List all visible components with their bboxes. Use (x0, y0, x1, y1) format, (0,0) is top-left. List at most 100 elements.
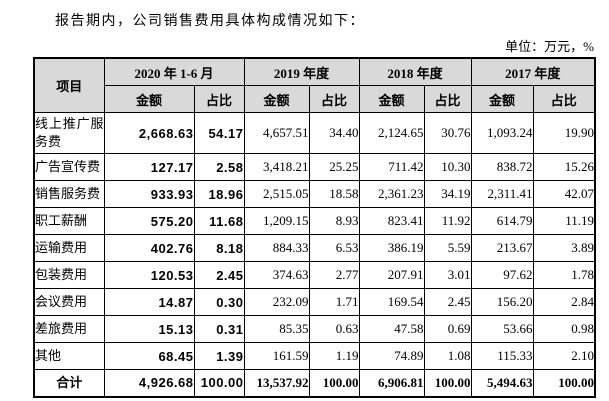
cell-amount: 127.17 (103, 153, 195, 181)
cell-amount: 2,515.05 (243, 180, 310, 208)
cell-amount: 156.20 (470, 288, 534, 316)
cell-ratio: 42.07 (532, 180, 596, 208)
cell-ratio: 25.25 (308, 153, 360, 181)
cell-amount: 823.41 (358, 207, 425, 235)
cell-ratio: 100.00 (423, 369, 472, 397)
cell-amount: 115.33 (470, 342, 534, 370)
header-period-2018: 2018 年度 (358, 57, 472, 86)
cell-amount: 97.62 (470, 261, 534, 289)
unit-note: 单位：万元，% (505, 39, 594, 54)
cell-amount: 402.76 (103, 234, 195, 262)
cell-amount: 120.53 (103, 261, 195, 289)
cell-amount: 53.66 (470, 315, 534, 343)
cell-ratio: 8.18 (193, 234, 245, 262)
cell-ratio: 19.90 (532, 112, 596, 154)
cell-amount: 68.45 (103, 342, 195, 370)
row-label: 包装费用 (33, 261, 105, 289)
cell-ratio: 11.68 (193, 207, 245, 235)
cell-amount: 161.59 (243, 342, 310, 370)
cell-amount: 5,494.63 (470, 369, 534, 397)
cell-ratio: 11.92 (423, 207, 472, 235)
cell-amount: 3,418.21 (243, 153, 310, 181)
cell-ratio: 0.69 (423, 315, 472, 343)
header-row-sublabels: 金额 占比 金额 占比 金额 占比 金额 占比 (34, 85, 596, 113)
table-row: 职工薪酬 575.20 11.68 1,209.15 8.93 823.41 1… (33, 207, 596, 235)
cell-amount: 2,361.23 (358, 180, 425, 208)
cell-ratio: 1.08 (423, 342, 472, 370)
cell-ratio: 11.19 (532, 207, 596, 235)
cell-ratio: 0.30 (193, 288, 245, 316)
cell-ratio: 100.00 (532, 369, 596, 397)
cell-ratio: 0.31 (193, 315, 245, 343)
header-amount-2019: 金额 (243, 85, 310, 113)
cell-amount: 2,124.65 (358, 112, 425, 154)
cell-amount: 933.93 (103, 180, 195, 208)
cell-ratio: 2.45 (193, 261, 245, 289)
cell-ratio: 2.84 (532, 288, 596, 316)
cell-amount: 838.72 (470, 153, 534, 181)
cell-ratio: 54.17 (193, 112, 245, 154)
cell-amount: 213.67 (470, 234, 534, 262)
cell-ratio: 0.63 (308, 315, 360, 343)
row-label: 职工薪酬 (33, 207, 105, 235)
cell-ratio: 100.00 (193, 369, 245, 397)
cell-amount: 884.33 (243, 234, 310, 262)
cell-ratio: 1.78 (532, 261, 596, 289)
cell-ratio: 34.40 (308, 112, 360, 154)
cell-amount: 4,926.68 (103, 369, 195, 397)
header-period-2017: 2017 年度 (470, 57, 596, 86)
cell-amount: 1,209.15 (243, 207, 310, 235)
table-row: 包装费用 120.53 2.45 374.63 2.77 207.91 3.01… (33, 261, 596, 289)
cell-amount: 386.19 (358, 234, 425, 262)
table-row: 广告宣传费 127.17 2.58 3,418.21 25.25 711.42 … (33, 153, 596, 181)
table-row: 销售服务费 933.93 18.96 2,515.05 18.58 2,361.… (33, 180, 596, 208)
cell-ratio: 10.30 (423, 153, 472, 181)
row-label: 线上推广服务费 (33, 112, 105, 154)
header-item: 项目 (33, 57, 105, 113)
cell-amount: 6,906.81 (358, 369, 425, 397)
cell-ratio: 2.58 (193, 153, 245, 181)
cell-amount: 15.13 (103, 315, 195, 343)
cell-amount: 614.79 (470, 207, 534, 235)
cell-amount: 4,657.51 (243, 112, 310, 154)
row-label: 其他 (33, 342, 105, 370)
cell-ratio: 8.93 (308, 207, 360, 235)
row-label: 差旅费用 (33, 315, 105, 343)
cell-ratio: 1.39 (193, 342, 245, 370)
cell-amount: 711.42 (358, 153, 425, 181)
sales-expense-table: 项目 2020 年 1-6 月 2019 年度 2018 年度 2017 年度 … (33, 57, 597, 398)
cell-ratio: 30.76 (423, 112, 472, 154)
cell-ratio: 100.00 (308, 369, 360, 397)
cell-amount: 207.91 (358, 261, 425, 289)
row-label: 运输费用 (33, 234, 105, 262)
table-row: 线上推广服务费 2,668.63 54.17 4,657.51 34.40 2,… (33, 112, 596, 154)
header-ratio-2019: 占比 (308, 85, 360, 113)
cell-amount: 14.87 (103, 288, 195, 316)
cell-amount: 169.54 (358, 288, 425, 316)
header-ratio-2020: 占比 (193, 85, 245, 113)
table-row-total: 合计 4,926.68 100.00 13,537.92 100.00 6,90… (33, 369, 596, 397)
table-row: 其他 68.45 1.39 161.59 1.19 74.89 1.08 115… (33, 342, 596, 370)
cell-amount: 575.20 (103, 207, 195, 235)
cell-ratio: 3.89 (532, 234, 596, 262)
cell-amount: 374.63 (243, 261, 310, 289)
cell-amount: 2,668.63 (103, 112, 195, 154)
cell-amount: 232.09 (243, 288, 310, 316)
cell-amount: 1,093.24 (470, 112, 534, 154)
cell-ratio: 3.01 (423, 261, 472, 289)
cell-ratio: 18.96 (193, 180, 245, 208)
cell-amount: 85.35 (243, 315, 310, 343)
header-period-2020: 2020 年 1-6 月 (103, 57, 245, 86)
cell-amount: 13,537.92 (243, 369, 310, 397)
header-ratio-2017: 占比 (532, 85, 596, 113)
cell-ratio: 18.58 (308, 180, 360, 208)
header-row-periods: 项目 2020 年 1-6 月 2019 年度 2018 年度 2017 年度 (33, 57, 596, 113)
row-label: 销售服务费 (33, 180, 105, 208)
cell-ratio: 0.98 (532, 315, 596, 343)
cell-ratio: 5.59 (423, 234, 472, 262)
cell-amount: 47.58 (358, 315, 425, 343)
cell-ratio: 2.45 (423, 288, 472, 316)
table-row: 差旅费用 15.13 0.31 85.35 0.63 47.58 0.69 53… (33, 315, 596, 343)
table-row: 运输费用 402.76 8.18 884.33 6.53 386.19 5.59… (33, 234, 596, 262)
